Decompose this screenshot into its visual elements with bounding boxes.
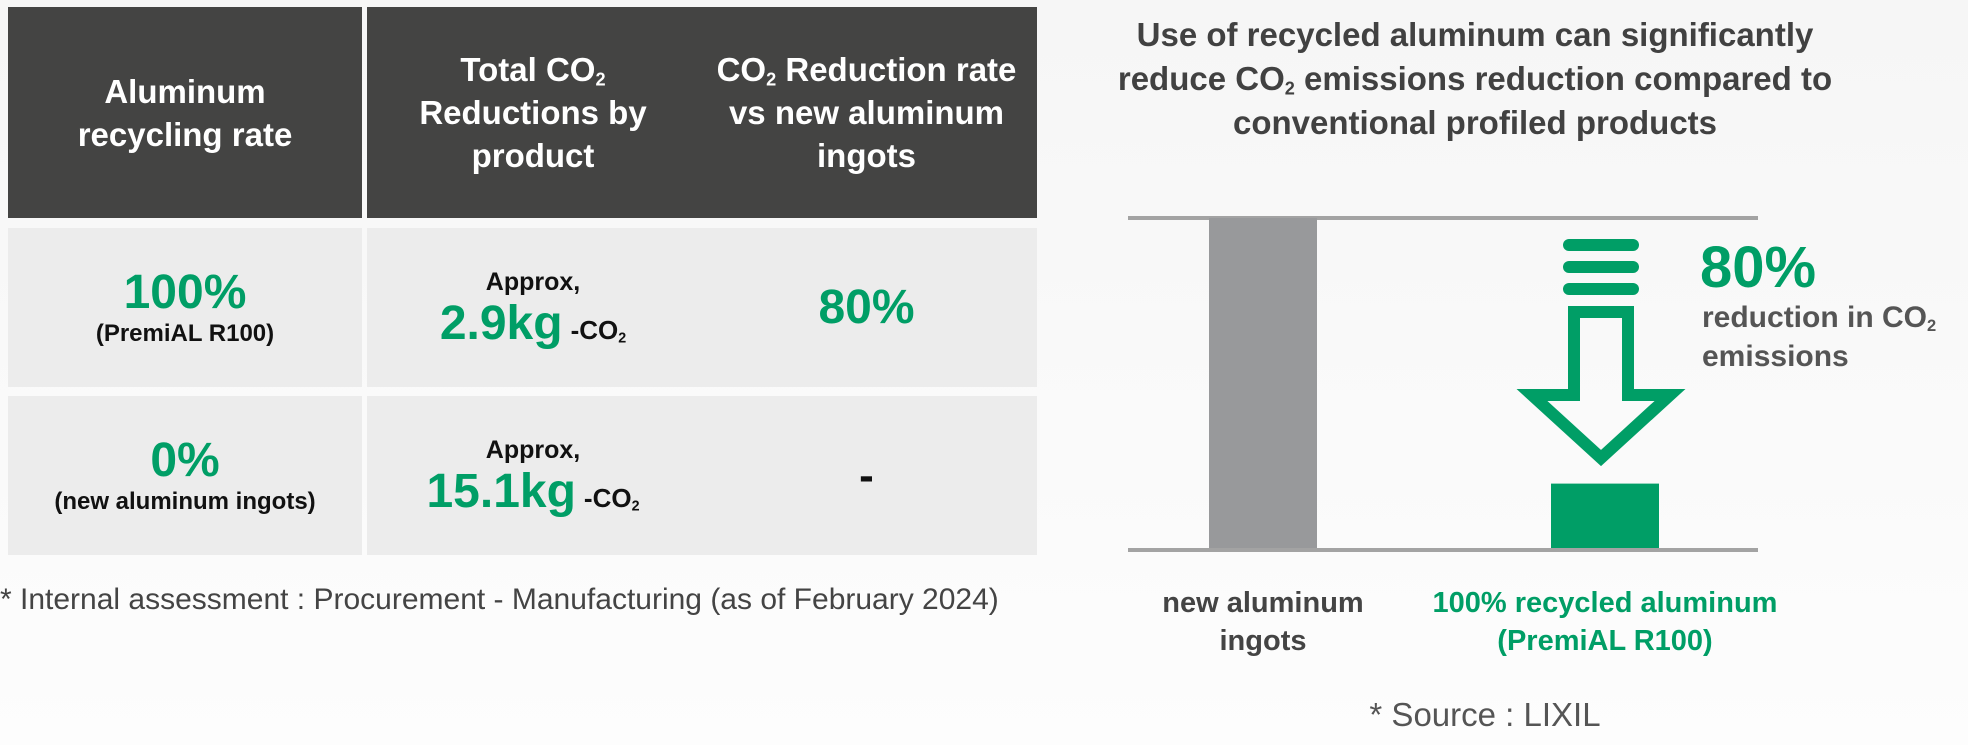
co2-value: 15.1kg	[426, 464, 576, 518]
table-row-new-reduction: -	[696, 396, 1037, 555]
rate-note: (new aluminum ingots)	[54, 487, 316, 515]
x-label-new-aluminum: new aluminum ingots	[1162, 587, 1364, 657]
header-total-co2-label: Total CO2 Reductions by product	[419, 51, 647, 174]
rate-note: (PremiAL R100)	[95, 319, 275, 347]
header-reduction-rate: CO2 Reduction rate vs new aluminum ingot…	[696, 7, 1037, 218]
chart-source: * Source : LIXIL	[1369, 696, 1601, 733]
reduction-value: -	[859, 450, 874, 500]
co2-value: 2.9kg	[439, 296, 563, 350]
rate-value: 100%	[123, 265, 247, 319]
chart-title: Use of recycled aluminum can significant…	[1117, 16, 1833, 141]
down-arrow-icon	[1516, 239, 1686, 467]
co2-unit: -CO2	[583, 482, 640, 515]
table-row-recycled-rate: 100% (PremiAL R100)	[8, 228, 362, 387]
bar-recycled-aluminum	[1551, 483, 1659, 550]
reduction-percent: 80%	[1700, 235, 1817, 300]
table-row-recycled-reduction: 80%	[696, 228, 1037, 387]
table-footnote: * Internal assessment : Procurement - Ma…	[0, 583, 999, 616]
co2-unit: -CO2	[570, 314, 627, 347]
bar-new-aluminum	[1209, 218, 1317, 550]
reduction-description: reduction in CO2 emissions	[1702, 301, 1937, 373]
reduction-value: 80%	[818, 280, 915, 334]
header-recycling-rate: Aluminum recycling rate	[8, 7, 362, 218]
table-row-new-rate: 0% (new aluminum ingots)	[8, 396, 362, 555]
approx-label: Approx,	[485, 435, 581, 464]
rate-value: 0%	[150, 433, 220, 487]
header-reduction-rate-label: CO2 Reduction rate vs new aluminum ingot…	[716, 51, 1017, 174]
table-row-new-total: Approx, 15.1kg -CO2	[367, 396, 699, 555]
x-label-recycled-aluminum: 100% recycled aluminum (PremiAL R100)	[1432, 587, 1778, 657]
header-recycling-rate-label: Aluminum recycling rate	[77, 72, 293, 153]
table-row-recycled-total: Approx, 2.9kg -CO2	[367, 228, 699, 387]
approx-label: Approx,	[485, 267, 581, 296]
header-total-co2: Total CO2 Reductions by product	[367, 7, 699, 218]
